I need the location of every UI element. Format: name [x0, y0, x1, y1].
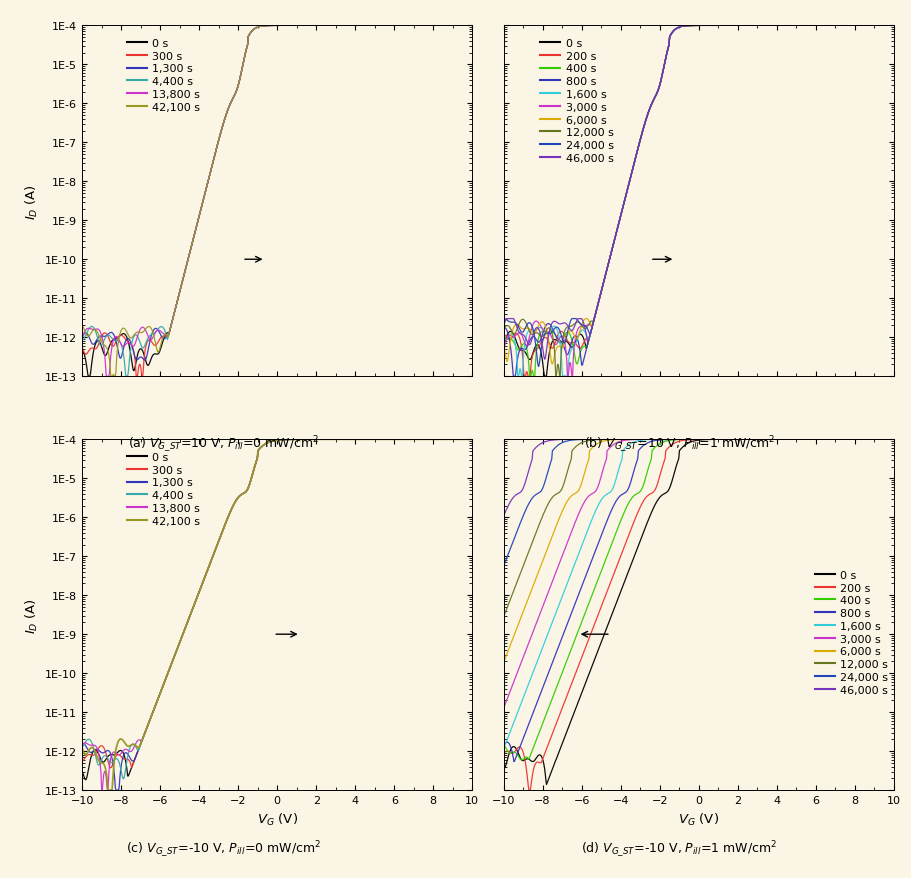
Legend: 0 s, 300 s, 1,300 s, 4,400 s, 13,800 s, 42,100 s: 0 s, 300 s, 1,300 s, 4,400 s, 13,800 s, …	[127, 39, 200, 112]
Y-axis label: $I_D$ (A): $I_D$ (A)	[24, 597, 39, 633]
X-axis label: $V_G$ (V): $V_G$ (V)	[256, 810, 297, 827]
Y-axis label: $I_D$ (A): $I_D$ (A)	[24, 184, 39, 220]
Text: (a) $V_{G\_ST}$=10 V, $P_{ill}$=0 mW/cm$^2$: (a) $V_{G\_ST}$=10 V, $P_{ill}$=0 mW/cm$…	[128, 435, 319, 455]
Text: (d) $V_{G\_ST}$=-10 V, $P_{ill}$=1 mW/cm$^2$: (d) $V_{G\_ST}$=-10 V, $P_{ill}$=1 mW/cm…	[580, 838, 777, 859]
Legend: 0 s, 300 s, 1,300 s, 4,400 s, 13,800 s, 42,100 s: 0 s, 300 s, 1,300 s, 4,400 s, 13,800 s, …	[127, 452, 200, 526]
Legend: 0 s, 200 s, 400 s, 800 s, 1,600 s, 3,000 s, 6,000 s, 12,000 s, 24,000 s, 46,000 : 0 s, 200 s, 400 s, 800 s, 1,600 s, 3,000…	[814, 570, 887, 695]
X-axis label: $V_G$ (V): $V_G$ (V)	[678, 810, 719, 827]
Text: (b) $V_{G\_ST}$=10 V, $P_{ill}$=1 mW/cm$^2$: (b) $V_{G\_ST}$=10 V, $P_{ill}$=1 mW/cm$…	[583, 435, 774, 455]
Text: (c) $V_{G\_ST}$=-10 V, $P_{ill}$=0 mW/cm$^2$: (c) $V_{G\_ST}$=-10 V, $P_{ill}$=0 mW/cm…	[126, 838, 321, 859]
Legend: 0 s, 200 s, 400 s, 800 s, 1,600 s, 3,000 s, 6,000 s, 12,000 s, 24,000 s, 46,000 : 0 s, 200 s, 400 s, 800 s, 1,600 s, 3,000…	[539, 39, 613, 164]
